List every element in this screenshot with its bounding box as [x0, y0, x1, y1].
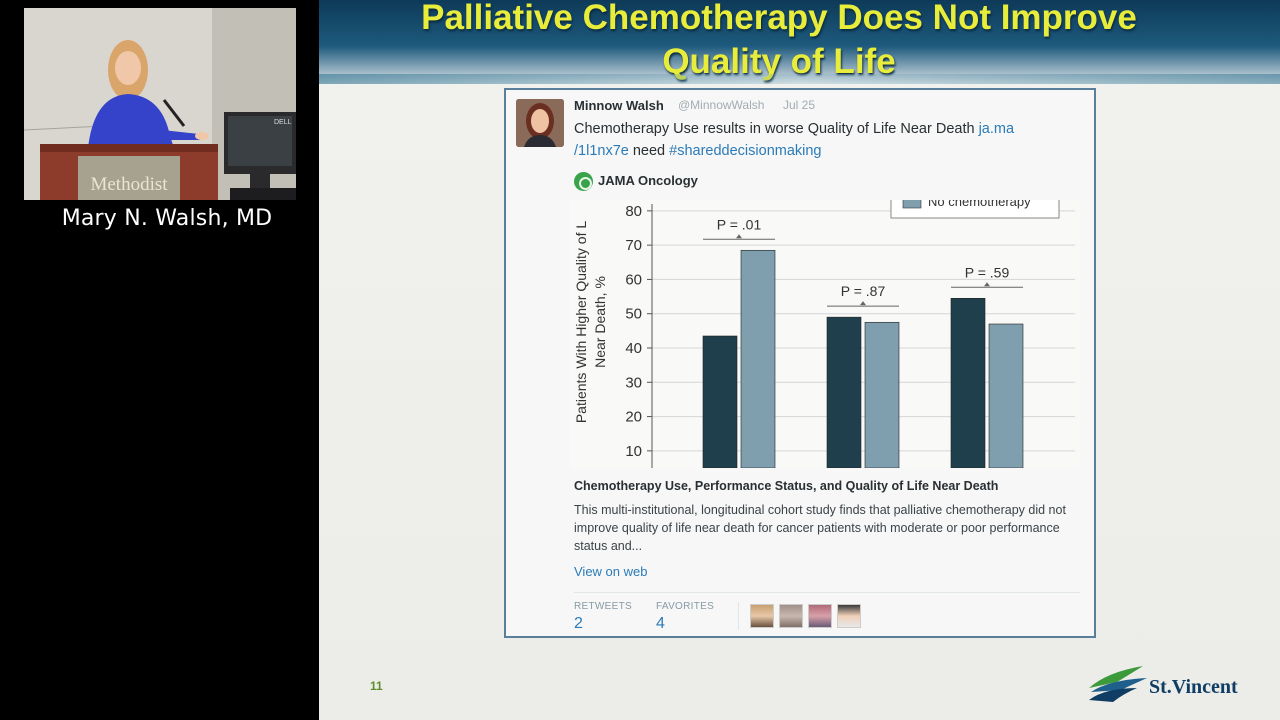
favoriter-avatar-1[interactable]	[750, 604, 774, 628]
st-vincent-logo: St.Vincent	[1087, 662, 1267, 704]
speaker-video: Methodist DELL	[24, 8, 296, 200]
p-value-label: P = .59	[965, 264, 1010, 280]
bar	[740, 249, 776, 469]
y-tick-label: 50	[625, 306, 642, 323]
retweets-count[interactable]: 2	[574, 615, 583, 632]
slide-number: 11	[370, 679, 383, 693]
tweet-author-name[interactable]: Minnow Walsh	[574, 98, 664, 113]
p-value-marker	[736, 234, 742, 239]
bar	[950, 297, 986, 469]
author-avatar-image	[516, 99, 564, 147]
tweet-card: Minnow Walsh @MinnowWalsh Jul 25 Chemoth…	[504, 88, 1096, 638]
stats-divider	[574, 592, 1080, 593]
dove-logo-icon	[1089, 666, 1147, 702]
slide-header: Palliative Chemotherapy Does Not Improve…	[319, 0, 1280, 84]
p-value-label: P = .01	[717, 216, 762, 232]
speaker-video-scene: Methodist DELL	[24, 8, 296, 200]
bar	[702, 335, 738, 469]
favoriter-avatar-2[interactable]	[779, 604, 803, 628]
bar	[864, 321, 900, 469]
tweet-date[interactable]: Jul 25	[783, 98, 816, 112]
y-axis-label-line: Near Death, %	[592, 276, 608, 368]
stats-separator	[738, 602, 739, 630]
y-axis-label-line: Patients With Higher Quality of L	[573, 221, 589, 424]
podium-logo: Methodist	[90, 174, 168, 195]
slide-title: Palliative Chemotherapy Does Not Improve…	[421, 0, 1137, 81]
bar	[826, 316, 862, 469]
y-tick-label: 30	[625, 374, 642, 391]
favorites-count[interactable]: 4	[656, 615, 665, 632]
y-tick-label: 20	[625, 409, 642, 426]
card-chart-image[interactable]: P = .01 P = .87 P = .59 Patients With High…	[570, 187, 1080, 469]
y-tick-label: 70	[625, 237, 642, 254]
presentation-slide: Palliative Chemotherapy Does Not Improve…	[319, 0, 1280, 720]
author-avatar[interactable]	[516, 99, 564, 147]
speaker-panel: Methodist DELL Mary N. Walsh, MD	[0, 0, 320, 720]
card-source-name: JAMA Oncology	[598, 173, 698, 188]
tweet-author-handle[interactable]: @MinnowWalsh	[678, 98, 765, 112]
logo-text: St.Vincent	[1149, 676, 1238, 698]
bar-chart: P = .01 P = .87 P = .59 Patients With High…	[573, 187, 1075, 469]
card-article-title[interactable]: Chemotherapy Use, Performance Status, an…	[574, 479, 999, 493]
tweet-link-part-2[interactable]: /1l1nx7e	[574, 143, 629, 159]
tweet-text: Chemotherapy Use results in worse Qualit…	[574, 118, 1084, 162]
y-tick-label: 10	[625, 443, 642, 460]
card-article-description: This multi-institutional, longitudinal c…	[574, 503, 1066, 553]
favoriter-avatar-3[interactable]	[808, 604, 832, 628]
p-value-label: P = .87	[841, 283, 886, 299]
favoriter-avatar-4[interactable]	[837, 604, 861, 628]
y-tick-label: 60	[625, 271, 642, 288]
retweets-label: RETWEETS	[574, 601, 632, 612]
bar	[988, 323, 1024, 469]
y-tick-label: 40	[625, 340, 642, 357]
y-tick-label: 80	[625, 203, 642, 220]
tweet-text-mid: need	[628, 143, 670, 159]
legend-swatch	[902, 193, 922, 209]
speaker-name: Mary N. Walsh, MD	[61, 206, 273, 231]
legend-label: No chemotherapy	[928, 200, 1031, 209]
p-value-marker	[860, 301, 866, 306]
tweet-link-part-1[interactable]: ja.ma	[978, 121, 1015, 137]
p-value-marker	[984, 282, 990, 287]
view-on-web-link[interactable]: View on web	[574, 564, 648, 579]
jama-logo-icon	[574, 172, 593, 191]
tweet-hashtag[interactable]: #shareddecisionmaking	[669, 143, 822, 159]
monitor-brand: DELL	[274, 119, 292, 126]
favorites-label: FAVORITES	[656, 601, 715, 612]
tweet-text-main: Chemotherapy Use results in worse Qualit…	[574, 121, 979, 137]
